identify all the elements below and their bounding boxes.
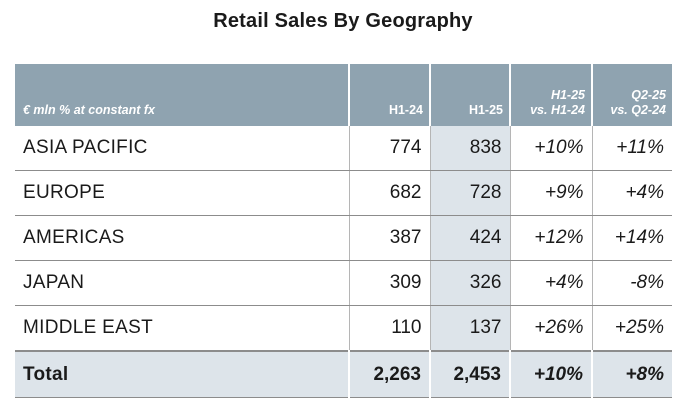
h1-growth-cell: +9%: [510, 170, 593, 216]
region-cell: ASIA PACIFIC: [15, 126, 350, 171]
h1-25-cell: 728: [430, 170, 511, 216]
column-header-q2-growth: Q2-25 vs. Q2-24: [592, 64, 672, 126]
h1-25-cell: 838: [430, 126, 511, 171]
q2-growth-cell: -8%: [592, 260, 672, 306]
q2-growth-cell: +11%: [592, 126, 672, 171]
total-h1-25-cell: 2,453: [430, 350, 511, 398]
header-row: € mln % at constant fx H1-24 H1-25 H1-25…: [15, 64, 672, 126]
total-h1-24-cell: 2,263: [349, 350, 431, 398]
table-row: JAPAN 309 326 +4% -8%: [15, 260, 672, 306]
table-row: ASIA PACIFIC 774 838 +10% +11%: [15, 126, 672, 171]
column-header-h1-24: H1-24: [349, 64, 431, 126]
column-header-q2-growth-line1: Q2-25: [631, 88, 666, 102]
h1-25-cell: 326: [430, 260, 511, 306]
h1-25-cell: 137: [430, 305, 511, 352]
h1-24-cell: 682: [349, 170, 431, 216]
total-label-cell: Total: [15, 350, 350, 398]
q2-growth-cell: +14%: [592, 215, 672, 261]
table-row: MIDDLE EAST 110 137 +26% +25%: [15, 305, 672, 352]
total-row: Total 2,263 2,453 +10% +8%: [15, 350, 672, 398]
column-header-q2-growth-line2: vs. Q2-24: [610, 103, 666, 117]
h1-24-cell: 387: [349, 215, 431, 261]
column-header-h1-growth-line2: vs. H1-24: [530, 103, 585, 117]
h1-24-cell: 774: [349, 126, 431, 171]
h1-25-cell: 424: [430, 215, 511, 261]
h1-24-cell: 110: [349, 305, 431, 352]
column-header-h1-growth: H1-25 vs. H1-24: [510, 64, 593, 126]
retail-sales-table: € mln % at constant fx H1-24 H1-25 H1-25…: [15, 64, 672, 398]
region-cell: JAPAN: [15, 260, 350, 306]
region-cell: EUROPE: [15, 170, 350, 216]
total-q2-growth-cell: +8%: [592, 350, 672, 398]
column-header-h1-growth-line1: H1-25: [550, 88, 585, 102]
table-row: AMERICAS 387 424 +12% +14%: [15, 215, 672, 261]
h1-growth-cell: +12%: [510, 215, 593, 261]
h1-growth-cell: +4%: [510, 260, 593, 306]
h1-24-cell: 309: [349, 260, 431, 306]
column-header-unit: € mln % at constant fx: [15, 64, 350, 126]
q2-growth-cell: +25%: [592, 305, 672, 352]
table-row: EUROPE 682 728 +9% +4%: [15, 170, 672, 216]
page-title: Retail Sales By Geography: [213, 10, 473, 32]
h1-growth-cell: +26%: [510, 305, 593, 352]
q2-growth-cell: +4%: [592, 170, 672, 216]
column-header-h1-25: H1-25: [430, 64, 511, 126]
total-h1-growth-cell: +10%: [510, 350, 593, 398]
region-cell: MIDDLE EAST: [15, 305, 350, 352]
region-cell: AMERICAS: [15, 215, 350, 261]
h1-growth-cell: +10%: [510, 126, 593, 171]
